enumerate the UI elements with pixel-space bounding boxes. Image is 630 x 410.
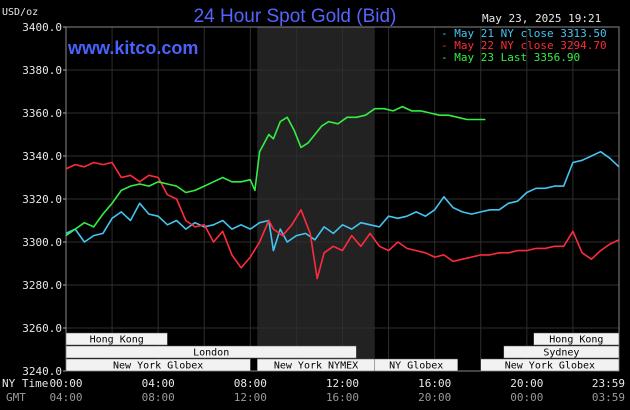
x-tick-label-ny: 08:00 (234, 377, 267, 390)
y-axis-unit: USD/oz (2, 7, 38, 18)
y-tick-label: 3260.0 (22, 322, 62, 335)
x-axis-ticks: 00:0004:0004:0008:0008:0012:0012:0016:00… (49, 377, 625, 404)
legend-entry: - May 21 NY close 3313.50 (441, 27, 607, 40)
x-tick-label-gmt: 12:00 (234, 391, 267, 404)
y-axis-ticks: 3400.0 3380.0 3360.0 3340.0 3320.0 3300.0 3280… (22, 21, 66, 378)
legend-entry: - May 23 Last 3356.90 (441, 51, 580, 64)
x-axis-label-ny: NY Time (2, 377, 48, 390)
y-tick-label: 3300.0 (22, 236, 62, 249)
session-bar (65, 358, 251, 372)
date-stamp: May 23, 2025 19:21 (482, 12, 601, 25)
x-tick-label-ny: 20:00 (510, 377, 543, 390)
chart-title: 24 Hour Spot Gold (Bid) (194, 6, 397, 27)
session-label: Hong Kong (549, 335, 603, 346)
x-axis-label-gmt: GMT (6, 391, 26, 404)
session-label: London (193, 348, 229, 359)
x-tick-label-gmt: 00:00 (510, 391, 543, 404)
y-tick-label: 3400.0 (22, 21, 62, 34)
y-tick-label: 3240.0 (22, 365, 62, 378)
series-line-1 (65, 150, 620, 252)
session-bar (533, 332, 620, 346)
grid-lines (65, 26, 620, 372)
session-bar (65, 345, 357, 359)
session-bar (374, 358, 458, 372)
x-tick-label-gmt: 20:00 (418, 391, 451, 404)
y-tick-label: 3360.0 (22, 107, 62, 120)
session-label: New York Globex (505, 361, 595, 372)
y-tick-label: 3340.0 (22, 150, 62, 163)
x-tick-label-gmt: 03:59 (592, 391, 625, 404)
x-tick-label-ny: 16:00 (418, 377, 451, 390)
x-tick-label-ny: 23:59 (592, 377, 625, 390)
x-tick-label-ny: 12:00 (326, 377, 359, 390)
session-label: New York Globex (113, 361, 203, 372)
legend-entry: - May 22 NY close 3294.70 (441, 39, 607, 52)
session-label: Hong Kong (90, 335, 144, 346)
session-bar (480, 358, 620, 372)
market-sessions: Hong Kong London New York Globex New York N… (65, 332, 620, 372)
session-bar (65, 332, 168, 346)
x-tick-label-ny: 00:00 (49, 377, 82, 390)
y-tick-label: 3380.0 (22, 64, 62, 77)
x-tick-label-gmt: 04:00 (49, 391, 82, 404)
session-label: NY Globex (389, 361, 443, 372)
session-label: Sydney (543, 348, 579, 359)
y-tick-label: 3320.0 (22, 193, 62, 206)
x-tick-label-gmt: 16:00 (326, 391, 359, 404)
series-line-2 (65, 161, 620, 280)
session-label: New York NYMEX (274, 361, 358, 372)
legend: - May 21 NY close 3313.50- May 22 NY clo… (441, 27, 607, 64)
series-line-3 (65, 105, 486, 237)
site-watermark: www.kitco.com (67, 38, 198, 58)
x-tick-label-gmt: 08:00 (142, 391, 175, 404)
x-tick-label-ny: 04:00 (142, 377, 175, 390)
series-lines (65, 105, 620, 280)
session-bar (503, 345, 620, 359)
y-tick-label: 3280.0 (22, 279, 62, 292)
